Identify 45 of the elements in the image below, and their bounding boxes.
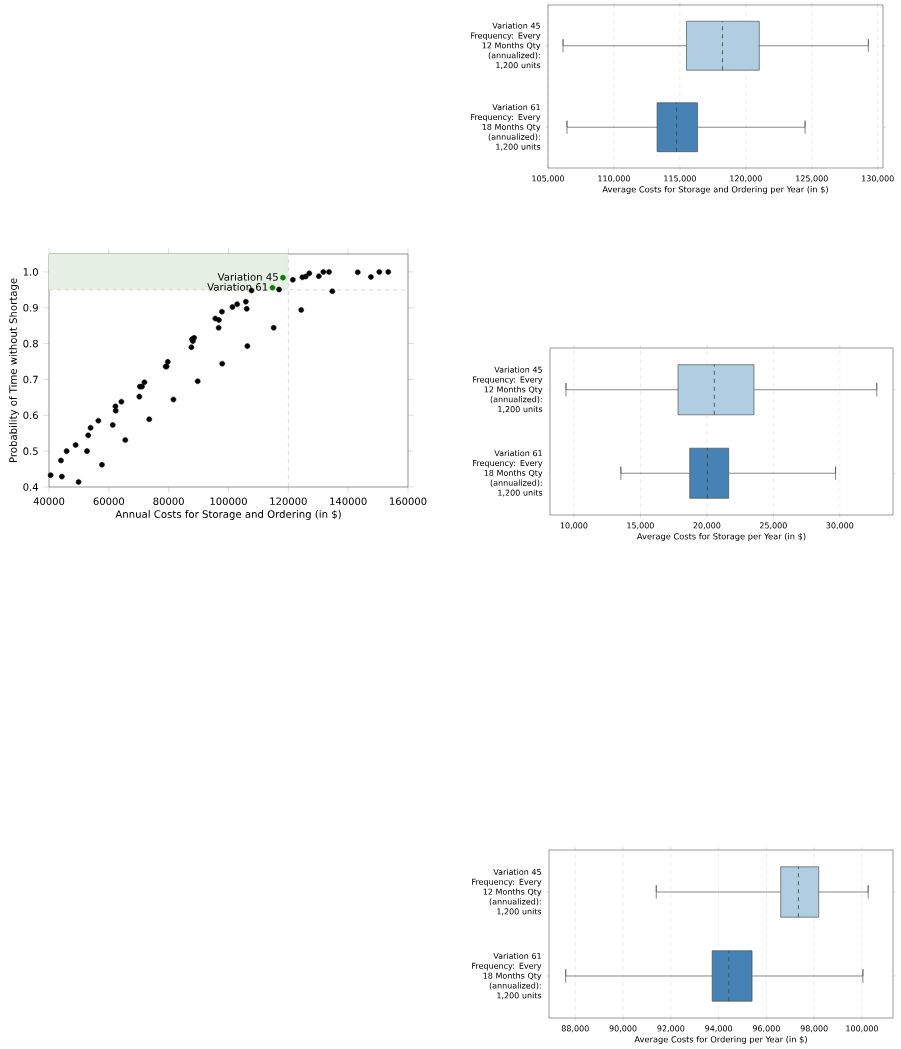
x-tick-label: 120000 (270, 497, 307, 505)
x-tick-label: 98,000 (800, 1025, 828, 1033)
y-axis-title: Probability of Time without Shortage (9, 278, 19, 463)
x-tick-label: 120,000 (730, 175, 762, 183)
x-tick-label: 125,000 (796, 175, 828, 183)
x-tick-label: 110,000 (598, 175, 630, 183)
x-axis-title: Average Costs for Storage and Ordering per Year (in $) (602, 186, 828, 195)
x-tick-label: 94,000 (705, 1025, 733, 1033)
y-tick-label: 1.0 (23, 268, 38, 276)
y-tick-label: 0.7 (23, 375, 38, 384)
x-tick-label: 25,000 (759, 522, 787, 530)
x-tick-label: 105,000 (532, 175, 564, 183)
annotation: Variation 45 (217, 272, 278, 281)
x-tick-label: 115,000 (664, 175, 696, 183)
annotation: Variation 61 (207, 282, 268, 291)
x-tick-label: 100,000 (846, 1025, 878, 1033)
y-tick-label: 0.6 (23, 411, 38, 420)
y-tick-label: Variation 45 Frequency: Every 12 Months Qty (annualized): 1,200 units (471, 22, 541, 69)
x-tick-label: 96,000 (752, 1025, 780, 1033)
x-tick-label: 130,000 (862, 175, 894, 183)
x-tick-label: 15,000 (627, 522, 654, 530)
y-tick-label: 0.4 (23, 483, 39, 491)
x-tick-label: 88,000 (561, 1025, 589, 1033)
y-tick-label: Variation 61 Frequency: Every 18 Months Qty (annualized): 1,200 units (473, 450, 543, 497)
x-tick-label: 60000 (93, 497, 125, 505)
x-tick-label: 100000 (210, 497, 247, 505)
y-tick-label: 0.9 (23, 303, 38, 312)
y-tick-label: Variation 61 Frequency: Every 18 Months Qty (annualized): 1,200 units (471, 104, 541, 151)
x-axis-title: Average Costs for Ordering per Year (in $) (634, 1036, 807, 1045)
y-tick-label: Variation 61 Frequency: Every 18 Months Qty (annualized): 1,200 units (472, 952, 542, 1000)
x-axis-title: Average Costs for Storage per Year (in $) (636, 533, 806, 542)
x-tick-label: 20,000 (693, 522, 721, 530)
x-tick-label: 92,000 (657, 1025, 685, 1033)
y-tick-label: 0.5 (23, 447, 38, 455)
x-tick-label: 10,000 (560, 522, 588, 530)
x-tick-label: 30,000 (826, 522, 854, 530)
x-tick-label: 90,000 (609, 1025, 637, 1033)
y-tick-label: Variation 45 Frequency: Every 12 Months Qty (annualized): 1,200 units (473, 366, 543, 413)
x-tick-label: 40000 (33, 497, 65, 505)
x-tick-label: 160000 (390, 497, 427, 505)
y-tick-label: Variation 45 Frequency: Every 12 Months Qty (annualized): 1,200 units (472, 868, 542, 916)
x-axis-title: Annual Costs for Storage and Ordering (in $) (115, 510, 341, 520)
y-tick-label: 0.8 (23, 339, 38, 348)
x-tick-label: 140000 (330, 497, 367, 505)
x-tick-label: 80000 (153, 497, 184, 505)
